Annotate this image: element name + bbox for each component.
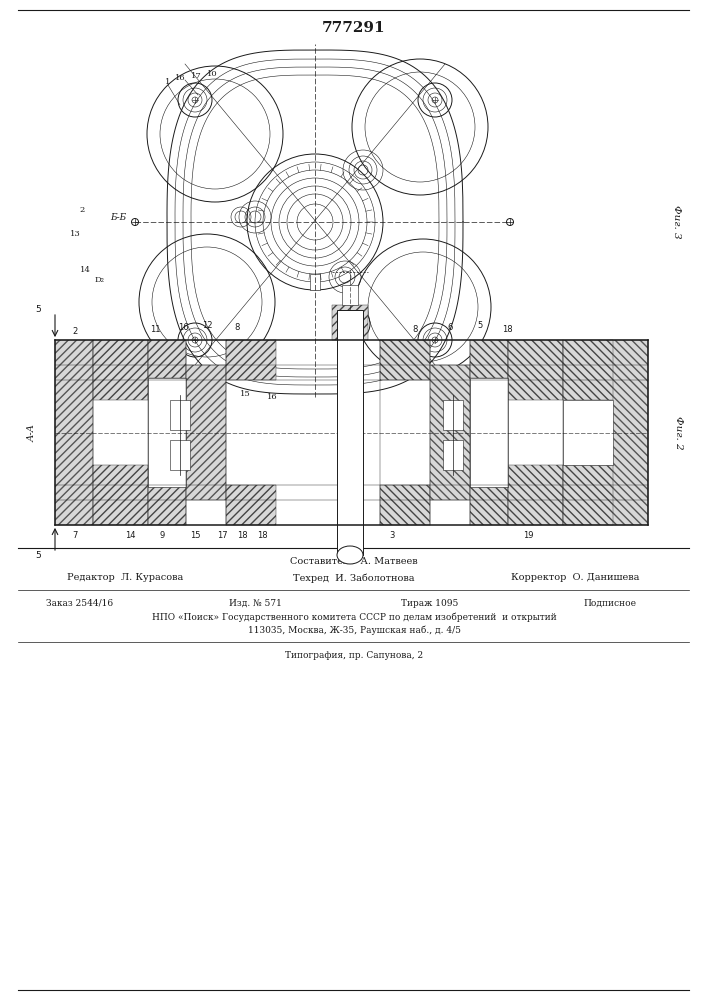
- Text: 18: 18: [237, 530, 247, 540]
- Bar: [148, 378, 186, 487]
- Text: 8: 8: [412, 326, 418, 334]
- Text: А-А: А-А: [28, 424, 37, 442]
- Text: Редактор  Л. Курасова: Редактор Л. Курасова: [67, 574, 183, 582]
- Bar: [226, 340, 276, 380]
- Text: 15: 15: [240, 390, 250, 398]
- Text: 2: 2: [72, 328, 78, 336]
- Text: 11: 11: [150, 326, 160, 334]
- Bar: [470, 378, 508, 487]
- Text: 17: 17: [191, 72, 201, 80]
- Text: Б-Б: Б-Б: [110, 214, 126, 223]
- Text: D₂: D₂: [95, 276, 105, 284]
- Bar: [226, 485, 276, 525]
- Text: Фиг. 3: Фиг. 3: [672, 205, 681, 239]
- Bar: [332, 305, 368, 340]
- Text: 14: 14: [124, 530, 135, 540]
- Text: Фиг. 2: Фиг. 2: [674, 416, 682, 449]
- Bar: [148, 487, 186, 525]
- Text: 10: 10: [206, 70, 217, 78]
- Bar: [170, 440, 190, 470]
- Text: 5: 5: [477, 322, 483, 330]
- Bar: [310, 274, 320, 290]
- Bar: [470, 487, 508, 525]
- Text: 1: 1: [165, 78, 170, 86]
- Text: 15: 15: [189, 530, 200, 540]
- Text: 16: 16: [177, 324, 188, 332]
- Text: 16: 16: [175, 74, 185, 82]
- Text: 16: 16: [267, 393, 277, 401]
- Text: Типография, пр. Сапунова, 2: Типография, пр. Сапунова, 2: [285, 652, 423, 660]
- Bar: [563, 400, 613, 465]
- Bar: [380, 485, 430, 525]
- Bar: [470, 340, 508, 378]
- Text: Корректор  О. Данишева: Корректор О. Данишева: [511, 574, 639, 582]
- Bar: [342, 285, 358, 305]
- Text: 12: 12: [201, 322, 212, 330]
- Text: Составитель  А. Матвеев: Составитель А. Матвеев: [290, 558, 418, 566]
- Bar: [380, 340, 430, 380]
- Bar: [148, 340, 186, 378]
- Bar: [563, 465, 613, 525]
- Text: 9: 9: [159, 530, 165, 540]
- Bar: [186, 365, 226, 500]
- Bar: [430, 365, 470, 500]
- Text: НПО «Поиск» Государственного комитета СССР по делам изобретений  и открытий: НПО «Поиск» Государственного комитета СС…: [151, 612, 556, 622]
- Text: 3: 3: [390, 530, 395, 540]
- Text: 6: 6: [448, 324, 452, 332]
- Text: 18: 18: [502, 326, 513, 334]
- Text: Заказ 2544/16: Заказ 2544/16: [47, 598, 114, 607]
- Text: 14: 14: [80, 266, 90, 274]
- Text: 8: 8: [234, 324, 240, 332]
- Text: 113035, Москва, Ж-35, Раушская наб., д. 4/5: 113035, Москва, Ж-35, Раушская наб., д. …: [247, 625, 460, 635]
- Text: 7: 7: [72, 530, 78, 540]
- Bar: [55, 340, 93, 525]
- Text: Изд. № 571: Изд. № 571: [228, 598, 281, 607]
- Bar: [563, 340, 613, 400]
- Text: 777291: 777291: [322, 21, 386, 35]
- Bar: [508, 340, 563, 400]
- Bar: [93, 465, 148, 525]
- Bar: [443, 440, 463, 470]
- Text: 19: 19: [522, 530, 533, 540]
- Text: 5: 5: [35, 550, 41, 560]
- Text: 5: 5: [35, 306, 41, 314]
- Text: Тираж 1095: Тираж 1095: [402, 598, 459, 607]
- Bar: [337, 310, 363, 555]
- Text: Подписное: Подписное: [583, 598, 636, 607]
- Bar: [610, 340, 648, 525]
- Bar: [93, 340, 148, 400]
- Text: 13: 13: [69, 230, 81, 238]
- Text: 17: 17: [216, 530, 228, 540]
- Ellipse shape: [337, 546, 363, 564]
- Text: 2: 2: [79, 206, 85, 214]
- Text: Техред  И. Заболотнова: Техред И. Заболотнова: [293, 573, 415, 583]
- Text: 18: 18: [257, 530, 267, 540]
- Bar: [170, 400, 190, 430]
- Bar: [508, 465, 563, 525]
- Bar: [443, 400, 463, 430]
